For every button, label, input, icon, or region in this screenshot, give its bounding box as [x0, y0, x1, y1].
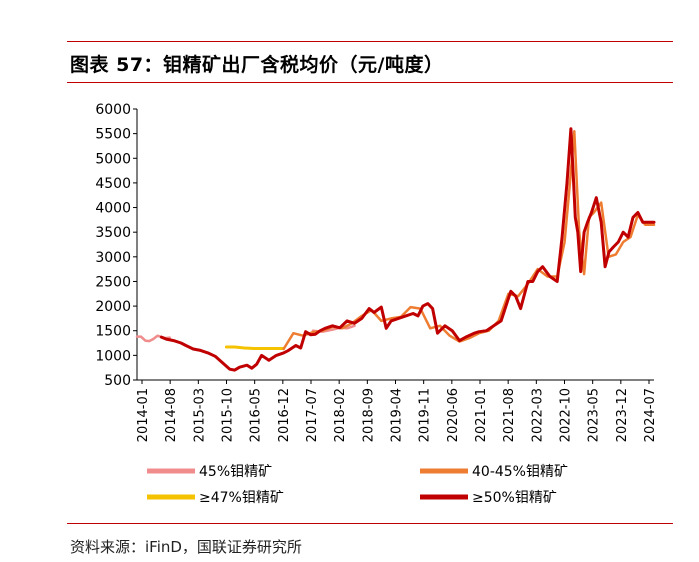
series-line-2 — [224, 345, 286, 350]
top-rule — [67, 41, 673, 42]
x-tick-label: 2019-04 — [390, 388, 405, 442]
price-chart: 500 1000 1500 2000 2500 3000 3500 4000 4500 5000 5… — [95, 102, 658, 506]
x-tick-label: 2015-10 — [221, 388, 236, 442]
x-tick-label: 2018-02 — [333, 388, 348, 442]
y-tick-label: 3500 — [95, 225, 131, 241]
legend-label-0: 45%钼精矿 — [199, 464, 272, 480]
chart-title: 图表 57：钼精矿出厂含税均价（元/吨度） — [70, 54, 444, 76]
x-tick-label: 2023-05 — [587, 388, 602, 442]
y-tick-label: 5500 — [95, 127, 131, 143]
series-line-3 — [159, 127, 656, 372]
y-tick-label: 2000 — [95, 299, 131, 315]
x-tick-label: 2017-07 — [305, 388, 320, 442]
bottom-rule — [67, 523, 673, 524]
x-tick-label: 2014-08 — [164, 388, 179, 442]
chart-axes: 500 1000 1500 2000 2500 3000 3500 4000 4500 5000 5… — [95, 102, 658, 442]
series-line-1 — [282, 129, 656, 351]
chart-legend: 45%钼精矿 40-45%钼精矿 ≥47%钼精矿 ≥50%钼精矿 — [147, 464, 568, 506]
y-tick-label: 500 — [104, 373, 131, 389]
x-tick-label: 2021-08 — [502, 388, 517, 442]
y-tick-label: 1000 — [95, 348, 131, 364]
series-layer — [135, 127, 656, 372]
legend-label-1: 40-45%钼精矿 — [472, 464, 568, 480]
y-tick-label: 4500 — [95, 176, 131, 192]
y-tick-label: 2500 — [95, 274, 131, 290]
x-tick-label: 2022-10 — [559, 388, 574, 442]
legend-label-2: ≥47%钼精矿 — [199, 490, 284, 506]
y-tick-label: 4000 — [95, 201, 131, 217]
x-tick-label: 2014-01 — [136, 388, 151, 442]
title-rule — [67, 82, 673, 83]
x-tick-label: 2016-12 — [277, 388, 292, 442]
x-tick-label: 2020-06 — [446, 388, 461, 442]
x-tick-label: 2024-07 — [643, 388, 658, 442]
x-tick-label: 2022-03 — [530, 388, 545, 442]
y-tick-label: 1500 — [95, 324, 131, 340]
y-tick-label: 5000 — [95, 151, 131, 167]
x-tick-label: 2016-05 — [249, 388, 264, 442]
x-tick-label: 2015-03 — [192, 388, 207, 442]
y-tick-label: 3000 — [95, 250, 131, 266]
source-note: 资料来源：iFinD，国联证券研究所 — [70, 538, 302, 556]
legend-label-3: ≥50%钼精矿 — [472, 490, 557, 506]
y-tick-label: 6000 — [95, 102, 131, 118]
x-tick-label: 2023-12 — [615, 388, 630, 442]
x-tick-label: 2021-01 — [474, 388, 489, 442]
x-tick-label: 2019-11 — [418, 388, 433, 442]
x-tick-label: 2018-09 — [361, 388, 376, 442]
